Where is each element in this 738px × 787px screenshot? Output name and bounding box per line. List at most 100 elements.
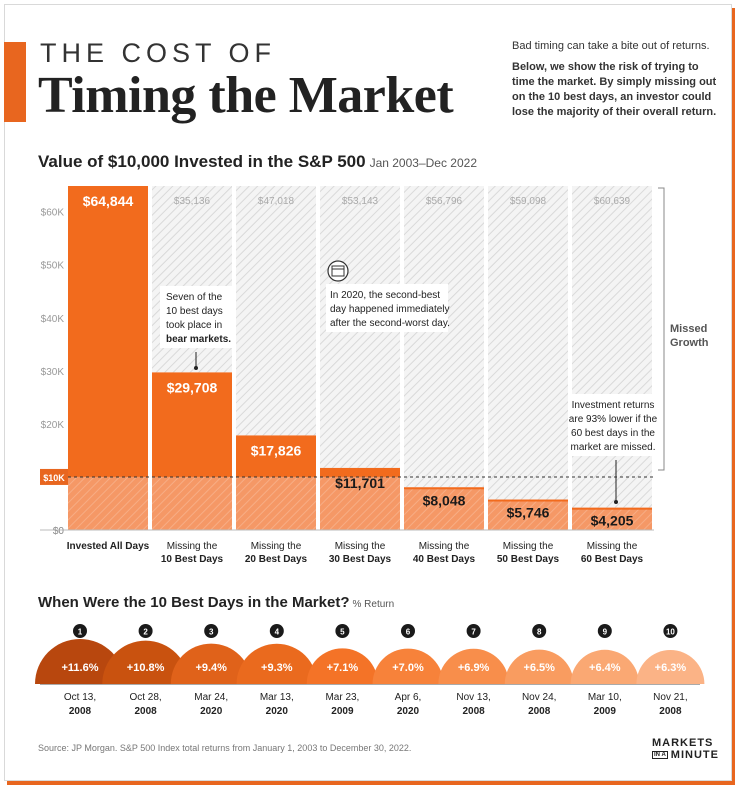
bar-chart: $0 $20K $30K $40K $50K $60K $64,844 Invested Al… xyxy=(40,186,709,565)
date-year-label: 2020 xyxy=(200,706,223,717)
rank-number: 9 xyxy=(603,628,608,637)
bar xyxy=(320,467,400,477)
y-tick-label: $50K xyxy=(41,261,65,272)
rank-number: 3 xyxy=(209,628,214,637)
category-label: Invested All Days xyxy=(67,541,150,552)
bar-base xyxy=(68,476,148,530)
category-label: Missing the xyxy=(503,541,554,552)
return-label: +6.4% xyxy=(589,662,621,674)
rank-badge xyxy=(532,624,547,638)
calendar-icon-body xyxy=(331,265,345,277)
missed-growth-area xyxy=(488,186,568,500)
return-label: +6.9% xyxy=(458,662,490,674)
date-label: Mar 23, xyxy=(325,692,359,703)
annotation-text: bear markets. xyxy=(166,334,231,345)
intro-body: Below, we show the risk of trying to tim… xyxy=(512,61,717,118)
bar xyxy=(68,186,148,477)
chart-title-text: Value of $10,000 Invested in the S&P 500 xyxy=(38,152,366,171)
annotation-bg xyxy=(326,284,448,332)
date-label: Mar 10, xyxy=(588,692,622,703)
chart-subtitle: Jan 2003–Dec 2022 xyxy=(369,156,477,170)
rank-number: 10 xyxy=(666,628,675,637)
return-semicircle xyxy=(102,640,189,684)
annotation-bg xyxy=(160,286,236,348)
return-semicircle xyxy=(636,650,705,684)
rank-badge xyxy=(204,624,219,638)
annotation-text: after the second-worst day. xyxy=(330,318,450,329)
return-label: +9.3% xyxy=(261,662,293,674)
return-semicircle xyxy=(504,649,574,684)
date-label: Oct 28, xyxy=(129,692,161,703)
logo-line1: MARKETS xyxy=(652,737,714,749)
return-label: +6.5% xyxy=(523,662,555,674)
return-label: +11.6% xyxy=(61,662,98,674)
annotation-pointer-dot xyxy=(614,500,618,504)
best-days-title-text: When Were the 10 Best Days in the Market… xyxy=(38,594,350,611)
rank-badge xyxy=(663,624,678,638)
title-kicker: THE COST OF xyxy=(40,38,277,68)
category-label-line2: 40 Best Days xyxy=(413,554,476,565)
bar xyxy=(488,499,568,530)
rank-badge xyxy=(466,624,481,638)
category-label: Missing the xyxy=(251,541,302,552)
return-label: +9.4% xyxy=(195,662,227,674)
bar-value-label: $11,701 xyxy=(335,475,385,491)
logo-minute: MINUTE xyxy=(670,749,719,762)
y-tick-label: $20K xyxy=(41,420,65,431)
missed-growth-label: $47,018 xyxy=(258,196,295,207)
return-label: +6.3% xyxy=(655,662,687,674)
date-year-label: 2020 xyxy=(266,706,289,717)
bar-top-edge xyxy=(404,487,484,490)
annotation-text: In 2020, the second-best xyxy=(330,290,440,301)
rank-number: 1 xyxy=(78,628,83,637)
rank-badge xyxy=(73,624,87,638)
bar xyxy=(572,507,652,530)
date-year-label: 2008 xyxy=(462,706,485,717)
bar-base xyxy=(236,476,316,530)
category-label: Missing the xyxy=(167,541,218,552)
logo: MARKETS IN A MINUTE xyxy=(652,737,719,761)
y-tick-label: $30K xyxy=(41,367,65,378)
annotation-pointer-dot xyxy=(194,366,198,370)
return-semicircle xyxy=(236,643,318,684)
missed-growth-label: $59,098 xyxy=(510,196,547,207)
reference-badge xyxy=(40,468,68,485)
missed-growth-area xyxy=(572,186,652,508)
category-label: Missing the xyxy=(335,541,386,552)
best-days-chart: +11.6% 1 Oct 13, 2008 +10.8% 2 Oct 28, 2008 +9.4… xyxy=(35,624,705,717)
intro-lead: Bad timing can take a bite out of return… xyxy=(512,40,710,52)
bar-value-label: $17,826 xyxy=(251,442,302,458)
logo-ina: IN A xyxy=(652,750,668,760)
rank-number: 2 xyxy=(143,628,148,637)
category-label: Missing the xyxy=(419,541,470,552)
return-semicircle xyxy=(570,649,640,684)
rank-badge xyxy=(269,624,284,638)
calendar-icon xyxy=(327,260,349,282)
bar-base xyxy=(152,476,232,530)
rank-number: 5 xyxy=(340,628,345,637)
annotation-text: took place in xyxy=(166,320,222,331)
bar xyxy=(404,487,484,530)
rank-badge xyxy=(401,624,415,638)
y-tick-label: $60K xyxy=(41,208,65,219)
annotation-text: Investment returns xyxy=(572,400,655,411)
date-year-label: 2008 xyxy=(528,706,551,717)
bar-value-label: $5,746 xyxy=(507,505,550,521)
missed-growth-label: $60,639 xyxy=(594,196,631,207)
annotation-text: day happened immediately xyxy=(330,304,450,315)
bar xyxy=(152,372,232,477)
logo-line2: IN A MINUTE xyxy=(652,749,719,761)
annotation-bg xyxy=(570,394,656,456)
annotation-text: are 93% lower if the xyxy=(569,414,658,425)
y-tick-label: $40K xyxy=(41,314,65,325)
date-label: Mar 13, xyxy=(260,692,294,703)
date-year-label: 2008 xyxy=(69,706,92,717)
annotation-text: 10 best days xyxy=(166,306,223,317)
reference-label: $10K xyxy=(43,473,65,483)
annotation-text: 60 best days in the xyxy=(571,428,655,439)
return-semicircle xyxy=(170,643,252,684)
y-tick-label: $0 xyxy=(53,526,65,537)
source-note: Source: JP Morgan. S&P 500 Index total r… xyxy=(38,743,412,753)
return-label: +7.1% xyxy=(327,662,359,674)
accent-bar xyxy=(4,42,26,122)
